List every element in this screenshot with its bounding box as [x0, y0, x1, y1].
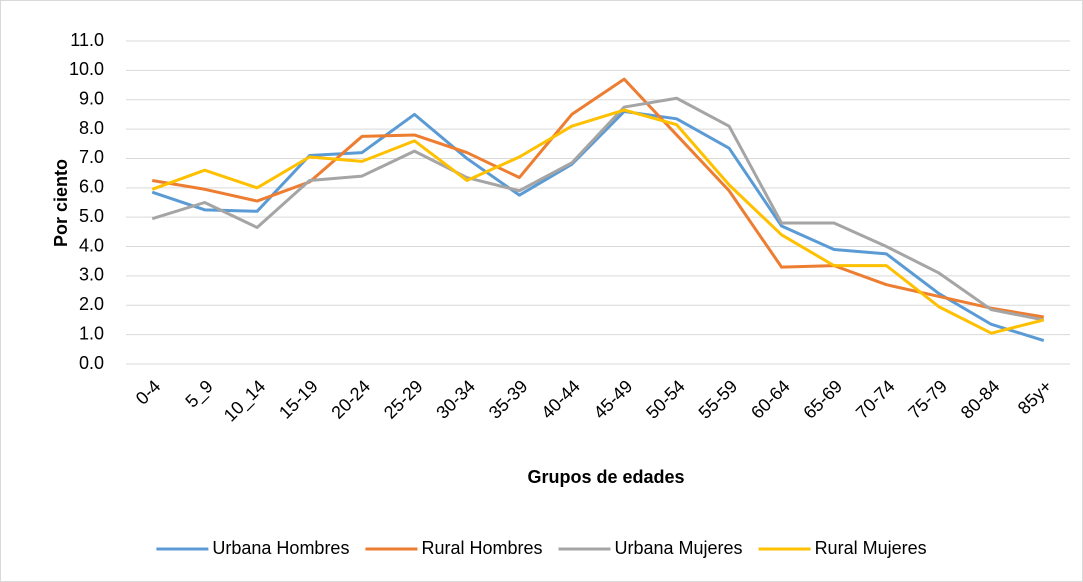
y-tick-label: 6.0 — [79, 177, 104, 197]
y-axis-title: Por ciento — [51, 159, 71, 247]
legend-label: Urbana Mujeres — [615, 538, 743, 558]
series-line — [151, 109, 1045, 342]
y-tick-label: 2.0 — [79, 294, 104, 314]
y-tick-label: 8.0 — [79, 118, 104, 138]
x-axis-title: Grupos de edades — [527, 467, 684, 487]
series-line — [151, 96, 1045, 322]
legend-label: Urbana Hombres — [212, 538, 349, 558]
series-line — [151, 108, 1045, 335]
legend-label: Rural Mujeres — [815, 538, 927, 558]
y-tick-label: 1.0 — [79, 323, 104, 343]
y-tick-label: 4.0 — [79, 235, 104, 255]
series-line — [151, 77, 1045, 319]
y-tick-label: 11.0 — [70, 30, 104, 50]
y-tick-label: 10.0 — [69, 59, 104, 79]
y-tick-label: 3.0 — [79, 265, 104, 285]
y-tick-label: 7.0 — [79, 147, 104, 167]
y-tick-label: 5.0 — [79, 206, 104, 226]
y-tick-label: 9.0 — [79, 88, 104, 108]
legend-label: Rural Hombres — [421, 538, 542, 558]
y-tick-label: 0.0 — [79, 353, 104, 373]
